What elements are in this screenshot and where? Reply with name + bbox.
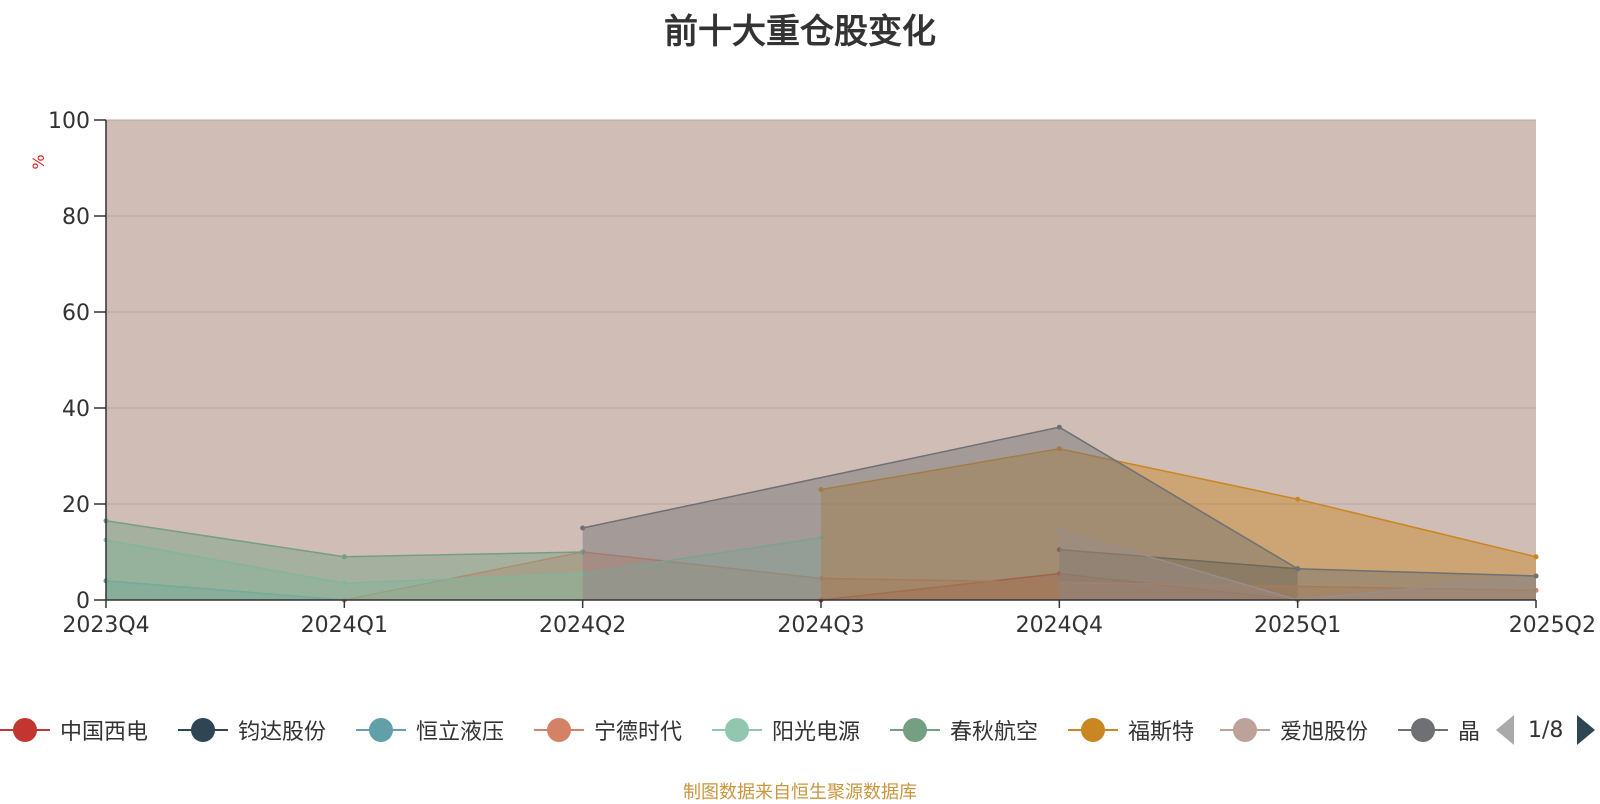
- legend-item[interactable]: 钧达股份: [178, 710, 326, 750]
- series-line: [820, 448, 1537, 558]
- legend-label: 宁德时代: [594, 720, 683, 745]
- data-point: [1056, 571, 1062, 577]
- data-point: [818, 575, 824, 581]
- data-point: [341, 580, 347, 586]
- legend-marker-icon: [534, 717, 584, 743]
- data-point: [1533, 587, 1539, 593]
- data-point: [580, 549, 586, 555]
- plot-background: [106, 120, 1536, 600]
- legend-item[interactable]: 爱旭股份: [1220, 710, 1368, 750]
- series-area: [582, 427, 1536, 600]
- legend-pager: 1/8: [1496, 710, 1596, 750]
- legend-marker-icon: [1068, 717, 1118, 743]
- legend-label: 晶澳科技: [1458, 720, 1480, 745]
- legend-marker-icon: [1398, 717, 1448, 743]
- data-point: [1056, 446, 1062, 452]
- legend-marker-icon: [890, 717, 940, 743]
- data-point: [580, 525, 586, 531]
- legend-label: 爱旭股份: [1280, 720, 1369, 745]
- series-area: [821, 573, 1298, 600]
- series-line: [344, 551, 1537, 601]
- data-point: [341, 554, 347, 560]
- series-area: [106, 520, 583, 600]
- series-area: [1059, 549, 1298, 600]
- legend-label: 春秋航空: [950, 720, 1039, 745]
- y-tick-label: 0: [76, 589, 90, 614]
- series-area: [106, 537, 821, 600]
- y-tick-label: 60: [62, 301, 90, 326]
- y-tick-label: 40: [62, 397, 90, 422]
- data-point: [580, 571, 586, 577]
- chart-title: 前十大重仓股变化: [664, 12, 936, 52]
- legend-prev-page-icon[interactable]: [1496, 715, 1514, 745]
- data-point: [1533, 573, 1539, 579]
- legend-marker-icon: [178, 717, 228, 743]
- x-tick-label: 2025Q2: [1509, 613, 1596, 638]
- legend-item[interactable]: 春秋航空: [890, 710, 1038, 750]
- y-tick-label: 80: [62, 205, 90, 230]
- data-point: [818, 535, 824, 541]
- legend-label: 钧达股份: [238, 720, 327, 745]
- legend-item[interactable]: 宁德时代: [534, 710, 682, 750]
- legend-label: 恒立液压: [416, 720, 505, 745]
- legend-item[interactable]: 阳光电源: [712, 710, 860, 750]
- legend-item[interactable]: 福斯特: [1068, 710, 1194, 750]
- legend-next-page-icon[interactable]: [1577, 715, 1596, 745]
- legend-marker-icon: [0, 717, 50, 743]
- series-line: [582, 426, 1537, 577]
- legend: 中国西电 钧达股份 恒立液压 宁德时代 阳光电源 春秋航空 福斯特 爱旭股份 晶澳科技 1/8: [0, 710, 1600, 750]
- data-point: [1056, 424, 1062, 430]
- x-tick-label: 2023Q4: [62, 613, 149, 638]
- legend-marker-icon: [1220, 717, 1270, 743]
- legend-item[interactable]: 中国西电: [0, 710, 148, 750]
- data-point: [1533, 554, 1539, 560]
- source-note: 制图数据来自恒生聚源数据库: [683, 782, 917, 803]
- legend-items: 中国西电 钧达股份 恒立液压 宁德时代 阳光电源 春秋航空 福斯特 爱旭股份 晶澳科技: [0, 710, 1480, 750]
- legend-item[interactable]: 晶澳科技: [1398, 710, 1480, 750]
- y-tick-label: 100: [48, 109, 90, 134]
- legend-marker-icon: [356, 717, 406, 743]
- legend-page-indicator: 1/8: [1528, 717, 1564, 743]
- legend-label: 福斯特: [1128, 720, 1195, 745]
- y-tick-label: 20: [62, 493, 90, 518]
- data-point: [1056, 547, 1062, 553]
- x-tick-label: 2024Q2: [539, 613, 626, 638]
- data-point: [1295, 496, 1301, 502]
- x-tick-label: 2024Q1: [301, 613, 388, 638]
- data-point: [1295, 566, 1301, 572]
- series-area: [1059, 530, 1536, 600]
- x-tick-label: 2024Q4: [1016, 613, 1103, 638]
- legend-label: 阳光电源: [772, 720, 861, 745]
- legend-marker-icon: [712, 717, 762, 743]
- legend-label: 中国西电: [60, 720, 149, 745]
- x-tick-label: 2025Q1: [1254, 613, 1341, 638]
- series-line: [105, 580, 345, 601]
- chart-plot: 0 20 40 60 80 100 2023Q4 2024Q1 2024Q2 2024Q3 2024…: [29, 109, 1596, 638]
- legend-item[interactable]: 恒立液压: [356, 710, 504, 750]
- data-point: [1056, 527, 1062, 533]
- series-line: [1059, 548, 1298, 570]
- data-point: [818, 487, 824, 493]
- y-axis-unit-label: %: [29, 154, 48, 169]
- series-line: [105, 536, 822, 584]
- x-tick-label: 2024Q3: [777, 613, 864, 638]
- series-area: [821, 448, 1536, 600]
